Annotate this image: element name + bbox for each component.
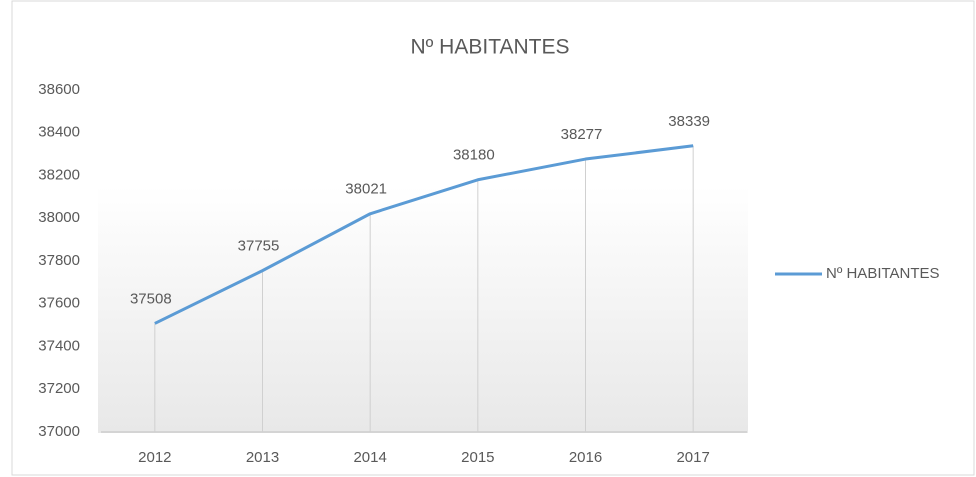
data-label: 37508 xyxy=(130,290,172,307)
x-tick-label: 2015 xyxy=(461,449,494,466)
y-tick-label: 37000 xyxy=(38,423,80,440)
y-tick-label: 38200 xyxy=(38,166,80,183)
y-tick-label: 37600 xyxy=(38,295,80,312)
data-label: 38277 xyxy=(561,126,603,143)
legend-label: Nº HABITANTES xyxy=(826,265,940,282)
data-label: 38339 xyxy=(668,113,710,130)
plot-area xyxy=(98,80,748,433)
x-tick-label: 2013 xyxy=(246,449,279,466)
y-tick-label: 37800 xyxy=(38,252,80,269)
y-tick-label: 38600 xyxy=(38,81,80,98)
chart-title: Nº HABITANTES xyxy=(411,36,570,59)
x-tick-label: 2014 xyxy=(353,449,386,466)
y-tick-label: 37200 xyxy=(38,380,80,397)
x-tick-label: 2016 xyxy=(569,449,602,466)
y-tick-label: 38400 xyxy=(38,124,80,141)
y-tick-label: 38000 xyxy=(38,209,80,226)
data-label: 38180 xyxy=(453,147,495,164)
data-label: 38021 xyxy=(345,181,387,198)
x-tick-label: 2012 xyxy=(138,449,171,466)
y-tick-label: 37400 xyxy=(38,337,80,354)
data-label: 37755 xyxy=(238,238,280,255)
x-tick-label: 2017 xyxy=(676,449,709,466)
series-line xyxy=(154,144,694,325)
